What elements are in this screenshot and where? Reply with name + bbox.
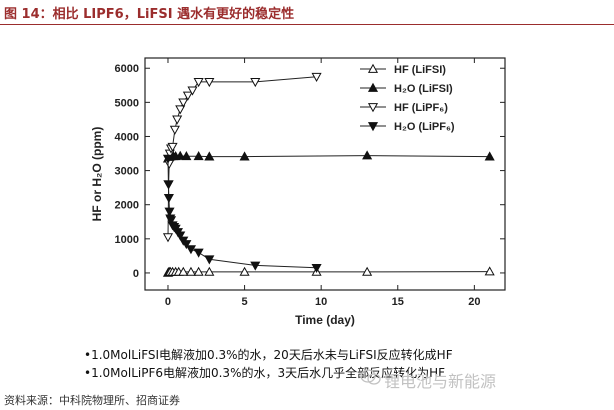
data-point xyxy=(193,78,204,88)
source-note: 资料来源：中科院物理所、招商证券 xyxy=(4,394,180,407)
x-tick-label: 5 xyxy=(242,296,248,308)
data-point xyxy=(250,261,261,271)
data-point xyxy=(239,266,250,276)
series-layer xyxy=(162,72,495,277)
legend-marker xyxy=(367,122,379,132)
data-point xyxy=(164,207,175,217)
data-point xyxy=(181,240,192,250)
series-3 xyxy=(162,154,322,274)
plot-frame xyxy=(144,57,506,291)
data-point xyxy=(193,248,204,258)
data-point xyxy=(311,263,322,274)
y-tick-label: 3000 xyxy=(115,166,139,178)
data-point xyxy=(175,231,186,241)
data-point xyxy=(185,245,197,255)
x-tick-label: 10 xyxy=(315,296,327,308)
data-point xyxy=(362,266,373,276)
data-point xyxy=(362,150,373,160)
legend-label: H₂O (LiFSI) xyxy=(394,83,453,95)
data-point xyxy=(175,105,186,115)
legend-layer: HF (LiFSI) H₂O (LiFSI) HF (LiPF₆) H₂O (LiPF… xyxy=(360,63,455,133)
x-tick-label: 0 xyxy=(165,296,171,308)
y-tick-label: 1000 xyxy=(115,234,139,246)
data-point xyxy=(172,115,183,125)
data-point xyxy=(178,98,189,108)
data-point xyxy=(484,151,495,161)
legend-label: HF (LiFSI) xyxy=(394,64,446,76)
y-tick-label: 5000 xyxy=(115,97,139,109)
y-tick-label: 4000 xyxy=(115,131,139,143)
data-point xyxy=(250,78,261,88)
data-point xyxy=(185,266,197,276)
data-point xyxy=(163,180,174,190)
legend-marker xyxy=(367,103,379,113)
data-point xyxy=(204,78,215,88)
wechat-icon xyxy=(360,369,381,385)
y-tick-label: 0 xyxy=(133,268,139,280)
note-lipf6: •1.0MolLiPF6电解液加0.3%的水，3天后水几乎全部反应转化为HF xyxy=(84,366,446,380)
data-point xyxy=(181,151,192,161)
x-axis-label: Time (day) xyxy=(295,313,355,327)
axes-layer: 0 5 10 15 20 0 1000 2000 3000 4000 5000 6000 xyxy=(115,57,506,308)
data-point xyxy=(169,125,180,135)
data-point xyxy=(193,151,204,161)
data-point xyxy=(182,91,193,101)
data-point xyxy=(311,72,322,82)
series-line xyxy=(167,271,490,274)
legend-label: HF (LiPF₆) xyxy=(394,102,448,114)
data-point xyxy=(239,151,250,161)
legend-marker xyxy=(367,63,379,73)
data-point xyxy=(162,154,174,164)
series-1 xyxy=(162,150,495,163)
legend-marker xyxy=(367,82,379,92)
data-point xyxy=(165,216,177,226)
data-point xyxy=(187,86,198,96)
data-point xyxy=(178,266,189,276)
y-axis-label: HF or H₂O (ppm) xyxy=(90,127,104,222)
data-point xyxy=(175,150,186,160)
watermark-text: 锂电池与新能源 xyxy=(384,372,497,391)
y-tick-label: 6000 xyxy=(115,63,139,75)
data-point xyxy=(484,266,495,276)
chart-notes: •1.0MolLiFSI电解液加0.3%的水，20天后水未与LiFSI反应转化成… xyxy=(84,346,453,382)
data-point xyxy=(163,194,174,204)
y-tick-label: 2000 xyxy=(115,200,139,212)
data-point xyxy=(162,233,174,243)
x-tick-label: 20 xyxy=(468,296,480,308)
series-line xyxy=(167,155,490,159)
data-point xyxy=(167,142,178,152)
data-point xyxy=(204,255,215,265)
note-lifsi: •1.0MolLiFSI电解液加0.3%的水，20天后水未与LiFSI反应转化成… xyxy=(84,348,453,362)
data-point xyxy=(193,266,204,276)
series-0 xyxy=(162,266,495,277)
data-point xyxy=(204,266,215,276)
figure-title-bar: 图 14：相比 LIPF6，LiFSI 遇水有更好的稳定性 xyxy=(0,0,614,25)
data-point xyxy=(204,151,215,161)
figure-title: 图 14：相比 LIPF6，LiFSI 遇水有更好的稳定性 xyxy=(4,7,295,22)
legend-label: H₂O (LiPF₆) xyxy=(394,121,455,133)
x-tick-label: 15 xyxy=(392,296,404,308)
